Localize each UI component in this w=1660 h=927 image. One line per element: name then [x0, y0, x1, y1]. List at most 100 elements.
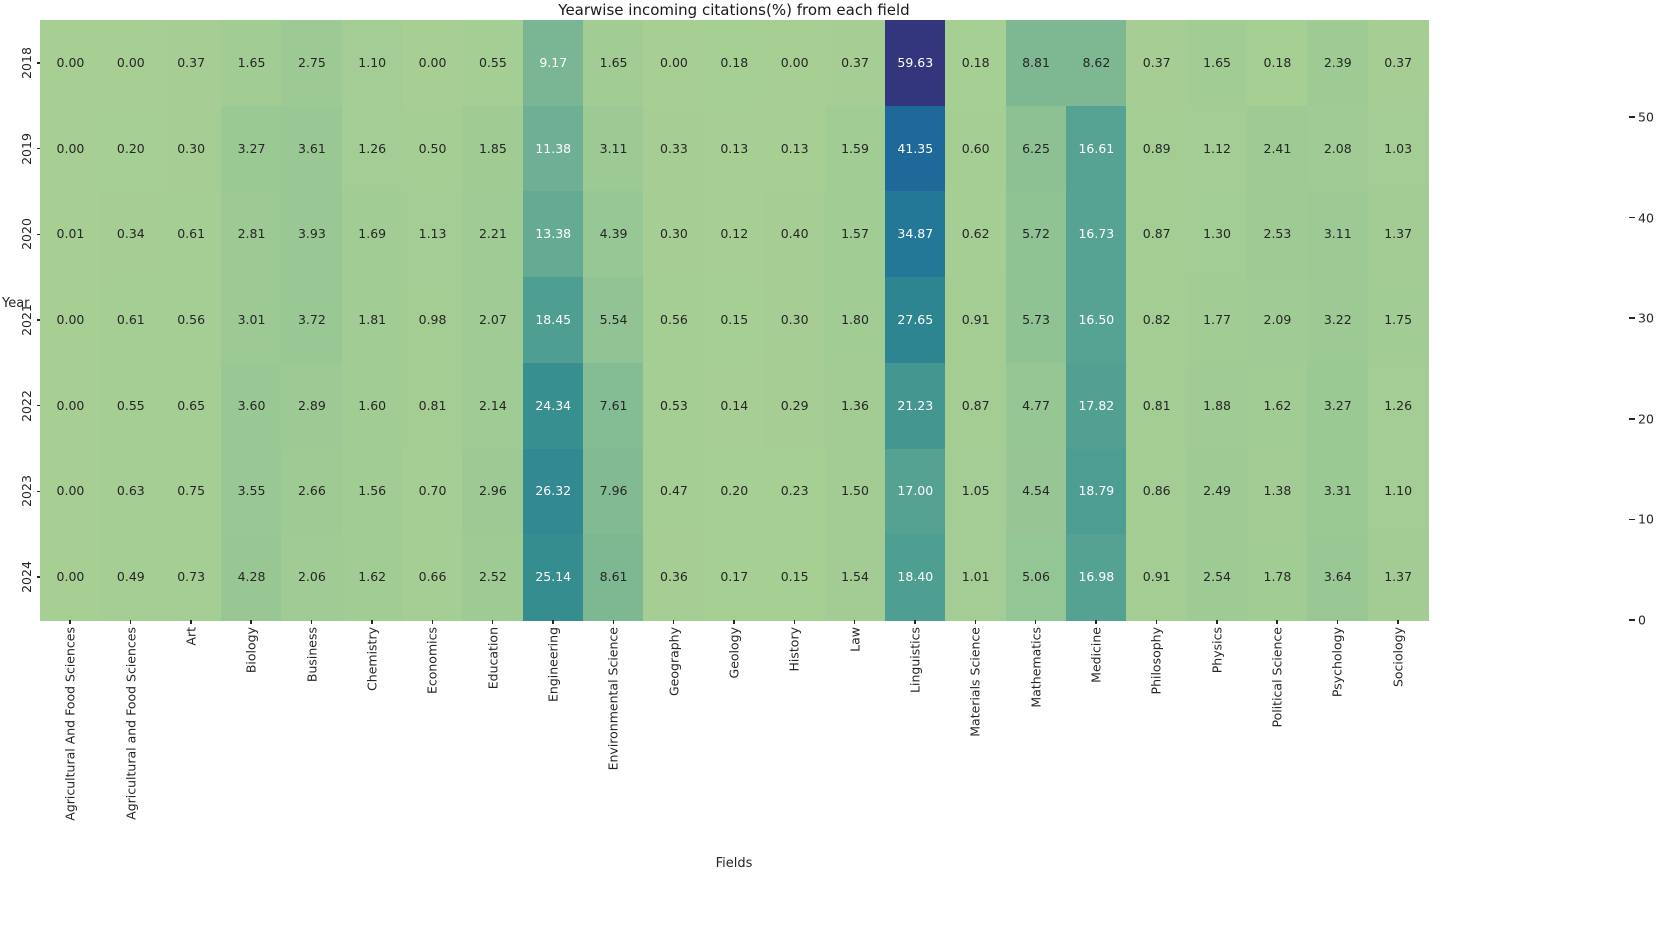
cell-value: 0.60 — [961, 140, 990, 156]
cell-value: 18.45 — [535, 312, 572, 328]
heatmap-cell: 1.88 — [1186, 362, 1248, 450]
tick-mark — [1216, 620, 1218, 624]
heatmap-cell: 3.93 — [281, 191, 343, 278]
heatmap-cell: 13.38 — [522, 191, 584, 278]
cell-value: 4.39 — [599, 226, 628, 242]
heatmap-cell: 0.01 — [40, 191, 101, 278]
tick-mark — [36, 319, 40, 321]
cell-value: 1.75 — [1384, 312, 1413, 328]
cell-value: 3.27 — [1323, 397, 1352, 413]
heatmap-cell: 0.86 — [1126, 448, 1188, 535]
cell-value: 0.73 — [177, 569, 206, 585]
tick-mark — [974, 620, 977, 624]
y-tick-label: 2020 — [19, 218, 34, 251]
heatmap-cell: 1.10 — [341, 20, 403, 107]
cell-value: 1.13 — [418, 226, 447, 242]
heatmap-cell: 3.11 — [583, 105, 645, 193]
y-tick-label: 2023 — [19, 475, 34, 508]
cell-value: 16.73 — [1078, 226, 1115, 242]
x-tick-label: Sociology — [1390, 627, 1406, 688]
heatmap-cell: 1.01 — [945, 534, 1007, 621]
cell-value: 0.81 — [1142, 397, 1171, 413]
heatmap-cell: 1.69 — [341, 191, 403, 278]
cell-value: 3.01 — [237, 312, 266, 328]
cell-value: 2.41 — [1263, 140, 1292, 156]
cell-value: 1.57 — [841, 226, 869, 242]
heatmap-cell: 59.63 — [884, 20, 946, 107]
heatmap-cell: 1.62 — [1246, 362, 1308, 450]
cell-value: 2.21 — [478, 226, 507, 242]
cell-value: 2.08 — [1323, 140, 1352, 156]
heatmap-cell: 0.40 — [764, 191, 826, 278]
cell-value: 18.79 — [1078, 483, 1115, 499]
cell-value: 0.20 — [116, 140, 145, 156]
x-tick-label: Economics — [424, 627, 440, 695]
heatmap-cell: 0.91 — [1126, 534, 1188, 621]
x-tick-label: Engineering — [545, 627, 561, 702]
cell-value: 5.54 — [599, 312, 628, 328]
heatmap-cell: 0.81 — [402, 362, 464, 450]
heatmap-cell: 2.52 — [462, 534, 524, 621]
y-axis-label: Year — [2, 296, 30, 311]
heatmap-cell: 21.23 — [884, 362, 946, 450]
cell-value: 0.18 — [720, 54, 749, 70]
heatmap-cell: 2.54 — [1186, 534, 1248, 621]
cell-value: 1.88 — [1203, 397, 1231, 413]
tick-mark — [1629, 116, 1635, 118]
colorbar-tick-label: 40 — [1638, 210, 1654, 226]
heatmap-cell: 0.30 — [643, 191, 705, 278]
cell-value: 3.27 — [237, 140, 266, 156]
heatmap-cell: 1.37 — [1367, 534, 1429, 621]
x-tick-label: Art — [183, 627, 199, 646]
cell-value: 1.65 — [1203, 54, 1231, 70]
cell-value: 21.23 — [897, 397, 934, 413]
cell-value: 4.54 — [1022, 483, 1050, 499]
y-tick-label: 2024 — [19, 561, 34, 594]
cell-value: 0.00 — [116, 54, 145, 70]
heatmap-cell: 1.13 — [402, 191, 464, 278]
heatmap-cell: 0.13 — [764, 105, 826, 193]
heatmap-cell: 0.30 — [160, 105, 222, 193]
cell-value: 1.36 — [841, 397, 869, 413]
cell-value: 34.87 — [897, 226, 934, 242]
x-tick-label: Law — [847, 627, 863, 652]
heatmap-cell: 8.61 — [583, 534, 645, 621]
heatmap-cell: 0.50 — [402, 105, 464, 193]
heatmap-cell: 0.37 — [824, 20, 886, 107]
cell-value: 1.50 — [841, 483, 869, 499]
cell-value: 1.37 — [1384, 569, 1413, 585]
heatmap-cell: 0.00 — [40, 534, 101, 621]
tick-mark — [250, 620, 252, 624]
cell-value: 1.37 — [1384, 226, 1413, 242]
cell-value: 2.49 — [1203, 483, 1231, 499]
colorbar-tick-label: 20 — [1638, 411, 1654, 427]
heatmap-cell: 0.53 — [643, 362, 705, 450]
heatmap-cell: 1.65 — [1186, 20, 1248, 107]
cell-value: 1.81 — [358, 312, 387, 328]
cell-value: 0.82 — [1142, 312, 1171, 328]
cell-value: 2.54 — [1203, 569, 1231, 585]
x-tick-label: Environmental Science — [605, 627, 621, 771]
cell-value: 0.37 — [1142, 54, 1171, 70]
cell-value: 1.56 — [358, 483, 387, 499]
cell-value: 0.40 — [780, 226, 809, 242]
heatmap-cell: 0.87 — [1126, 191, 1188, 278]
cell-value: 7.96 — [599, 483, 628, 499]
tick-mark — [1629, 518, 1635, 521]
heatmap-cell: 0.00 — [40, 20, 101, 107]
heatmap-cell: 0.73 — [160, 534, 222, 621]
heatmap-cell: 34.87 — [884, 191, 946, 278]
heatmap-cell: 1.77 — [1186, 277, 1248, 364]
heatmap-cell: 5.72 — [1005, 191, 1067, 278]
heatmap-cell: 2.53 — [1246, 191, 1308, 278]
cell-value: 0.56 — [177, 312, 206, 328]
tick-mark — [914, 620, 916, 624]
heatmap-cell: 9.17 — [522, 20, 584, 107]
heatmap-cell: 2.75 — [281, 20, 343, 107]
heatmap-cell: 1.03 — [1367, 105, 1429, 193]
tick-mark — [36, 576, 40, 578]
cell-value: 3.22 — [1323, 312, 1352, 328]
tick-mark — [1034, 620, 1037, 624]
tick-mark — [36, 147, 40, 150]
cell-value: 1.78 — [1263, 569, 1292, 585]
